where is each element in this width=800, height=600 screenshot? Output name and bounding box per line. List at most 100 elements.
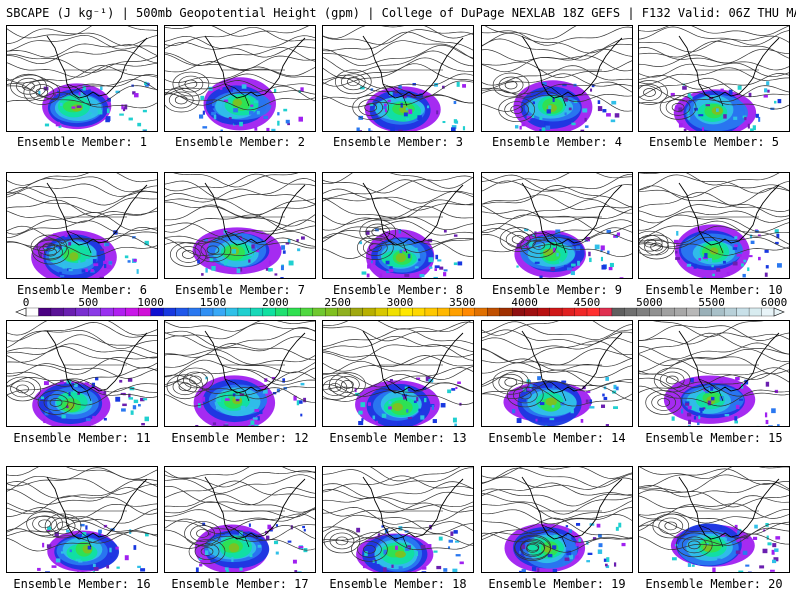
cape-speck [743,259,747,263]
height-contour [7,507,157,524]
cape-speck [734,244,738,248]
cape-speck [358,420,364,426]
cape-speck [358,410,363,415]
us-mexico-border [224,230,250,254]
cape-speck [128,397,134,400]
cape-speck [676,230,679,236]
cape-speck [734,524,738,528]
cape-speck [248,425,251,426]
cape-speck [205,256,209,260]
cape-speck [435,254,439,260]
cape-speck [403,112,408,117]
closed-contour [177,367,214,393]
cape-speck [594,244,600,250]
height-contour [323,344,473,361]
ensemble-member-map-panel [6,320,158,427]
cape-speck [74,383,78,387]
cape-speck [685,401,690,405]
height-contour [7,385,157,406]
coastline [362,476,464,540]
us-mexico-border [698,83,724,107]
cape-speck [219,102,223,108]
cape-speck [69,549,72,553]
coastline [678,330,780,394]
height-contour [323,94,473,108]
cape-speck [443,272,447,277]
cape-speck [407,571,412,572]
cape-speck [552,385,555,390]
height-contour [165,93,315,111]
cape-speck [267,524,271,530]
cape-speck [293,395,297,401]
height-contour [7,363,157,379]
cape-speck [456,81,460,87]
cape-speck [763,94,768,98]
cape-speck [407,253,411,259]
colorbar-tick-label: 0 [23,297,30,309]
closed-contour [49,398,63,407]
coastline [204,182,306,246]
cape-speck [432,419,437,424]
cape-speck [698,415,701,420]
cape-speck [707,258,713,263]
cape-speck [448,539,453,543]
cape-speck [559,260,562,263]
height-contour [482,173,632,191]
cape-speck [699,407,704,411]
cape-speck [133,399,139,404]
ensemble-member-map-panel [638,320,790,427]
cape-speck [577,260,580,266]
cape-speck [251,244,255,249]
cape-speck [255,249,260,253]
closed-contour [165,87,200,113]
cape-speck [200,95,205,101]
cape-speck [282,250,286,254]
cape-speck [405,107,409,111]
cape-speck [115,90,120,94]
colorbar-swatch [561,307,575,317]
height-contour [7,199,157,218]
chart-header-title: SBCAPE (J kg⁻¹) | 500mb Geopotential Hei… [6,6,796,20]
cape-speck [610,119,616,123]
cape-speck [99,276,104,278]
cape-speck [453,530,458,534]
cape-speck [568,529,573,534]
cape-speck [747,123,750,129]
cape-region [69,252,79,261]
cape-speck [124,104,128,110]
cape-speck [197,259,200,264]
cape-speck [282,378,286,383]
closed-contour [175,246,201,263]
colorbar-low-arrow [15,307,27,317]
cape-speck [367,402,371,406]
cape-speck [369,102,374,106]
cape-speck [405,547,410,551]
cape-speck [71,539,75,545]
cape-speck [715,108,719,112]
height-contour [165,387,315,407]
closed-contour [665,375,679,385]
cape-speck [115,546,119,550]
colorbar-tick-label: 1500 [200,297,227,309]
member-map [323,321,473,426]
cape-speck [400,102,403,108]
cape-speck [765,419,769,425]
height-contour [7,515,157,534]
height-contour [7,176,157,194]
cape-speck [360,402,366,408]
cape-speck [211,111,217,116]
coastline [46,330,148,394]
cape-speck [419,274,425,278]
cape-speck [773,557,779,562]
cape-speck [578,547,582,551]
cape-speck [410,93,416,98]
closed-contour [363,544,376,554]
cape-speck [105,116,111,121]
cape-speck [452,417,457,423]
height-contour [482,532,632,553]
ensemble-member-map-panel [6,25,158,132]
cape-region [545,397,557,406]
cape-speck [764,88,768,93]
cape-speck [519,550,522,554]
closed-contour [178,75,204,93]
